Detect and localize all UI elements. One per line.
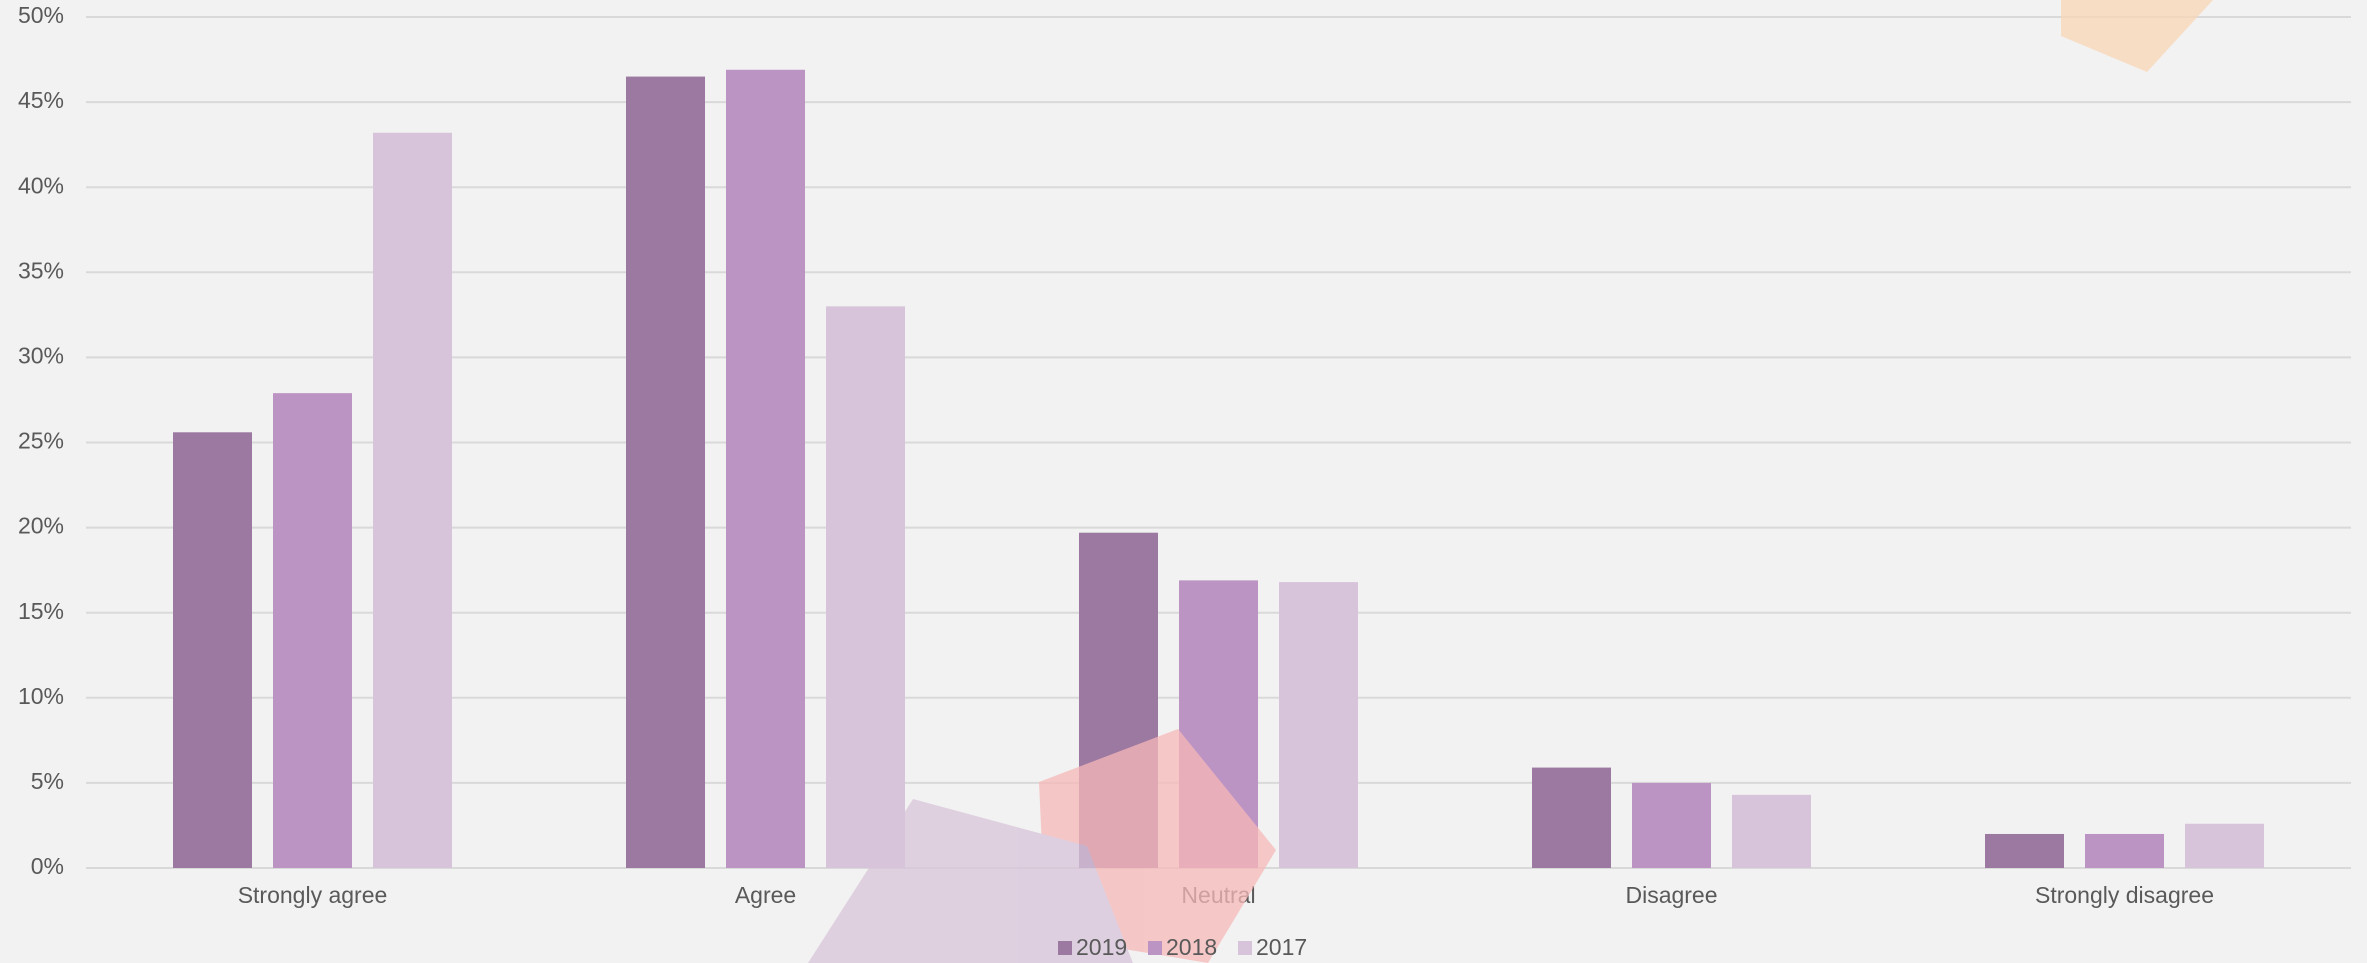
y-tick-label: 35%: [18, 257, 64, 283]
bar: [173, 432, 252, 868]
legend: 2019 2018 2017: [1058, 934, 1307, 960]
plot-area: 0% 5% 10% 15% 20% 25% 30% 35% 40% 45% 50% Strongly …: [18, 2, 2351, 908]
y-tick-label: 40%: [18, 172, 64, 198]
legend-swatch: [1238, 941, 1252, 955]
legend-label: 2018: [1166, 934, 1217, 960]
legend-swatch: [1148, 941, 1162, 955]
x-tick-label: Disagree: [1625, 882, 1717, 908]
bar: [1279, 582, 1358, 868]
y-tick-label: 25%: [18, 428, 64, 454]
bar: [1632, 782, 1711, 868]
legend-swatch: [1058, 941, 1072, 955]
y-tick-label: 15%: [18, 598, 64, 624]
x-tick-label: Agree: [735, 882, 796, 908]
bar: [1532, 767, 1611, 868]
legend-label: 2019: [1076, 934, 1127, 960]
y-tick-label: 50%: [18, 2, 64, 28]
bar: [273, 393, 352, 868]
bar: [626, 76, 705, 868]
bar: [2085, 833, 2164, 868]
bar: [1732, 794, 1811, 868]
x-tick-label: Strongly agree: [238, 882, 388, 908]
decor-shape: [808, 799, 1133, 963]
x-tick-label: Strongly disagree: [2035, 882, 2214, 908]
bar: [373, 132, 452, 869]
y-tick-label: 5%: [31, 768, 64, 794]
legend-label: 2017: [1256, 934, 1307, 960]
bar: [826, 306, 905, 869]
bar: [2185, 823, 2264, 868]
decorations: [808, 0, 2213, 963]
bar: [726, 69, 805, 868]
decor-shape: [2061, 0, 2213, 72]
bar: [1985, 833, 2064, 868]
y-tick-label: 20%: [18, 513, 64, 539]
y-tick-label: 45%: [18, 87, 64, 113]
y-tick-label: 30%: [18, 342, 64, 368]
y-tick-label: 10%: [18, 683, 64, 709]
y-tick-label: 0%: [31, 853, 64, 879]
